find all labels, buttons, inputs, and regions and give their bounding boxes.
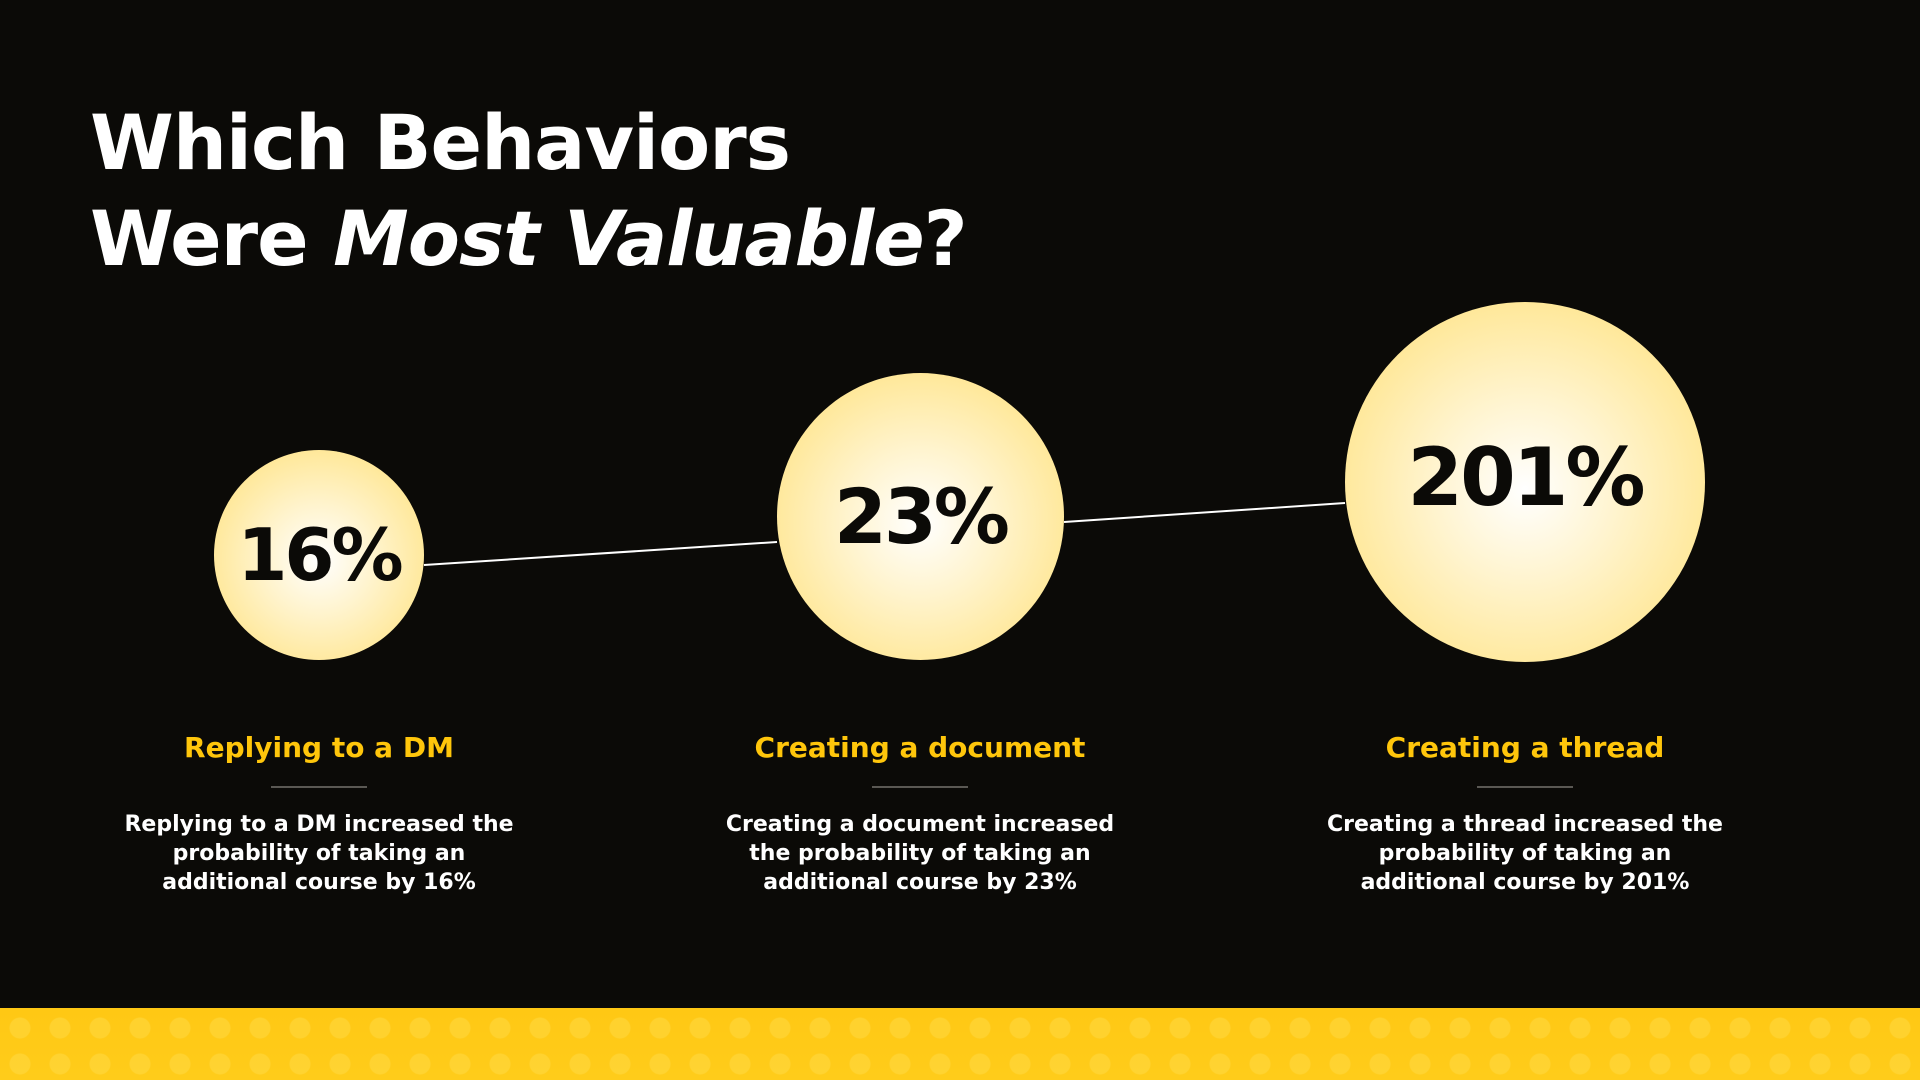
- caption-label-dm: Replying to a DM: [184, 731, 454, 764]
- caption-divider: [872, 786, 968, 788]
- stat-value-dm: 16%: [237, 513, 403, 597]
- stat-circle-dm: 16%: [214, 450, 424, 660]
- stat-circle-document: 23%: [777, 373, 1064, 660]
- title-line-1: Which Behaviors: [90, 98, 791, 187]
- caption-description-thread: Creating a thread increased the probabil…: [1327, 812, 1723, 895]
- caption-divider: [271, 786, 367, 788]
- caption-label-document: Creating a document: [754, 731, 1086, 764]
- caption-label-thread: Creating a thread: [1385, 731, 1665, 764]
- caption-document: Creating a document Creating a document …: [690, 726, 1150, 897]
- footer-honeycomb-band: [0, 1008, 1920, 1080]
- stat-value-thread: 201%: [1407, 430, 1645, 524]
- caption-description-document: Creating a document increased the probab…: [725, 812, 1115, 895]
- stat-value-document: 23%: [834, 472, 1010, 561]
- caption-dm: Replying to a DM Replying to a DM increa…: [89, 726, 549, 897]
- title-line-2-plain: Were: [90, 194, 334, 283]
- slide-title: Which Behaviors Were Most Valuable?: [90, 95, 968, 287]
- title-line-2-end: ?: [923, 194, 968, 283]
- connector-line-2: [1063, 502, 1346, 523]
- caption-divider: [1477, 786, 1573, 788]
- caption-description-dm: Replying to a DM increased the probabili…: [124, 812, 514, 895]
- stat-circle-thread: 201%: [1345, 302, 1705, 662]
- connector-line-1: [423, 541, 778, 566]
- caption-thread: Creating a thread Creating a thread incr…: [1295, 726, 1755, 897]
- title-line-2-emphasis: Most Valuable: [333, 194, 925, 283]
